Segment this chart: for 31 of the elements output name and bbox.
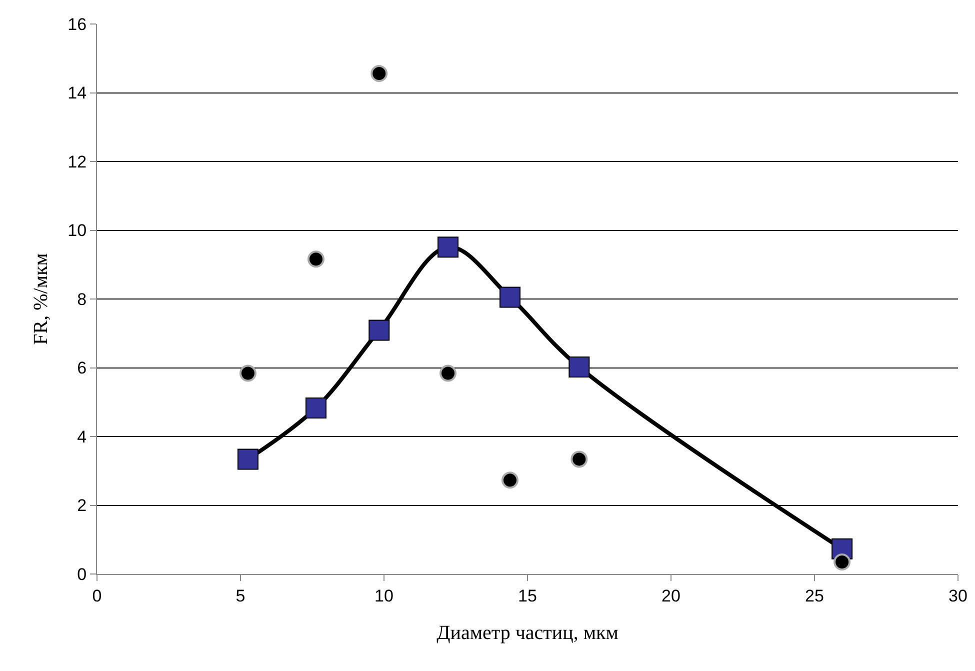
x-tick-label: 10 — [374, 586, 394, 606]
x-axis-title: Диаметр частиц, мкм — [436, 622, 619, 644]
point — [568, 356, 590, 378]
point — [239, 364, 256, 382]
y-axis-title: FR, %/мкм — [30, 252, 52, 345]
point — [237, 448, 258, 470]
y-tick-label: 6 — [77, 358, 87, 378]
y-tick-label: 10 — [68, 221, 87, 240]
y-tick-label: 12 — [68, 152, 87, 172]
y-tick-label: 2 — [77, 496, 87, 516]
point — [499, 286, 520, 308]
y-tick-label: 4 — [77, 427, 87, 446]
y-tick-label: 16 — [68, 14, 87, 34]
x-tick-label: 15 — [518, 586, 537, 606]
x-tick-label: 20 — [662, 586, 680, 606]
point — [501, 472, 518, 489]
point — [438, 236, 458, 258]
point — [570, 450, 588, 468]
y-tick-label: 14 — [68, 84, 87, 103]
y-tick-label: 0 — [77, 564, 87, 584]
point — [370, 65, 388, 82]
x-tick-label: 25 — [805, 586, 824, 606]
x-tick-label: 30 — [948, 586, 968, 606]
point — [305, 397, 326, 418]
point — [834, 553, 851, 570]
point — [307, 250, 324, 268]
y-tick-label: 8 — [77, 290, 87, 309]
x-tick-label: 5 — [236, 586, 246, 606]
point — [368, 320, 390, 341]
x-tick-label: 0 — [92, 586, 102, 606]
point — [440, 364, 456, 382]
